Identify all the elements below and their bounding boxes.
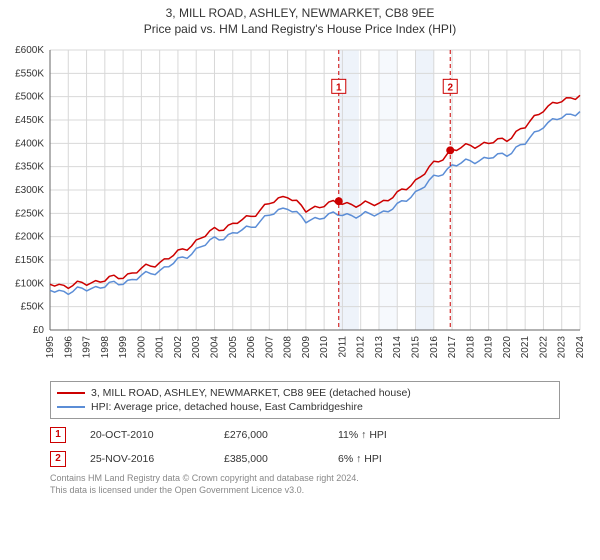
- svg-text:£200K: £200K: [15, 232, 44, 243]
- svg-text:2018: 2018: [465, 336, 476, 359]
- svg-text:2013: 2013: [374, 336, 385, 359]
- svg-text:2016: 2016: [429, 336, 440, 359]
- svg-text:2017: 2017: [447, 336, 458, 359]
- chart-plot: £0 £50K £100K £150K £200K £250K £300K £350K £400…: [0, 40, 600, 375]
- svg-text:2: 2: [447, 82, 453, 93]
- svg-text:2006: 2006: [246, 336, 257, 359]
- footer-line1: Contains HM Land Registry data © Crown c…: [50, 473, 560, 485]
- svg-text:£150K: £150K: [15, 255, 44, 266]
- svg-text:2008: 2008: [283, 336, 294, 359]
- svg-text:2015: 2015: [411, 336, 422, 359]
- svg-text:£50K: £50K: [21, 302, 45, 313]
- event-delta: 11% ↑ HPI: [338, 429, 428, 441]
- event-marker: 1: [50, 427, 66, 443]
- svg-text:2002: 2002: [173, 336, 184, 359]
- svg-text:1999: 1999: [118, 336, 129, 359]
- legend: 3, MILL ROAD, ASHLEY, NEWMARKET, CB8 9EE…: [50, 381, 560, 419]
- event-date: 20-OCT-2010: [90, 429, 200, 441]
- legend-swatch: [57, 406, 85, 408]
- svg-text:2003: 2003: [191, 336, 202, 359]
- svg-text:2011: 2011: [337, 336, 348, 358]
- legend-label: 3, MILL ROAD, ASHLEY, NEWMARKET, CB8 9EE…: [91, 387, 411, 399]
- footer-line2: This data is licensed under the Open Gov…: [50, 485, 560, 497]
- legend-swatch: [57, 392, 85, 394]
- svg-text:2021: 2021: [520, 336, 531, 359]
- svg-text:2020: 2020: [502, 336, 513, 359]
- svg-text:1997: 1997: [82, 336, 93, 359]
- chart-title: 3, MILL ROAD, ASHLEY, NEWMARKET, CB8 9EE: [0, 0, 600, 20]
- svg-text:1996: 1996: [63, 336, 74, 359]
- legend-item: HPI: Average price, detached house, East…: [57, 400, 553, 414]
- svg-text:£100K: £100K: [15, 278, 44, 289]
- event-marker: 2: [50, 451, 66, 467]
- svg-text:2014: 2014: [392, 336, 403, 359]
- svg-text:2024: 2024: [575, 336, 586, 359]
- svg-text:£0: £0: [33, 325, 45, 336]
- event-price: £385,000: [224, 453, 314, 465]
- svg-text:2000: 2000: [136, 336, 147, 359]
- svg-text:2004: 2004: [209, 336, 220, 359]
- svg-text:£450K: £450K: [15, 115, 44, 126]
- legend-label: HPI: Average price, detached house, East…: [91, 401, 363, 413]
- svg-text:2007: 2007: [264, 336, 275, 359]
- svg-text:2023: 2023: [557, 336, 568, 359]
- svg-text:2019: 2019: [484, 336, 495, 359]
- svg-text:1995: 1995: [45, 336, 56, 359]
- event-date: 25-NOV-2016: [90, 453, 200, 465]
- legend-item: 3, MILL ROAD, ASHLEY, NEWMARKET, CB8 9EE…: [57, 386, 553, 400]
- svg-text:£400K: £400K: [15, 138, 44, 149]
- svg-text:£350K: £350K: [15, 162, 44, 173]
- event-price: £276,000: [224, 429, 314, 441]
- svg-text:1998: 1998: [100, 336, 111, 359]
- svg-text:2022: 2022: [538, 336, 549, 359]
- svg-text:1: 1: [336, 82, 342, 93]
- svg-text:2005: 2005: [228, 336, 239, 359]
- chart-container: 3, MILL ROAD, ASHLEY, NEWMARKET, CB8 9EE…: [0, 0, 600, 560]
- line-chart-svg: £0 £50K £100K £150K £200K £250K £300K £350K £400…: [0, 40, 600, 370]
- event-row: 2 25-NOV-2016 £385,000 6% ↑ HPI: [50, 447, 560, 471]
- event-row: 1 20-OCT-2010 £276,000 11% ↑ HPI: [50, 423, 560, 447]
- footer-attribution: Contains HM Land Registry data © Crown c…: [50, 473, 560, 496]
- svg-text:2010: 2010: [319, 336, 330, 359]
- chart-subtitle: Price paid vs. HM Land Registry's House …: [0, 20, 600, 40]
- event-table: 1 20-OCT-2010 £276,000 11% ↑ HPI 2 25-NOV-201…: [50, 423, 560, 471]
- event-delta: 6% ↑ HPI: [338, 453, 428, 465]
- svg-text:2009: 2009: [301, 336, 312, 359]
- svg-text:2012: 2012: [356, 336, 367, 359]
- svg-text:2001: 2001: [155, 336, 166, 359]
- svg-text:£500K: £500K: [15, 92, 44, 103]
- svg-text:£300K: £300K: [15, 185, 44, 196]
- svg-text:£600K: £600K: [15, 45, 44, 56]
- svg-text:£250K: £250K: [15, 208, 44, 219]
- svg-text:£550K: £550K: [15, 68, 44, 79]
